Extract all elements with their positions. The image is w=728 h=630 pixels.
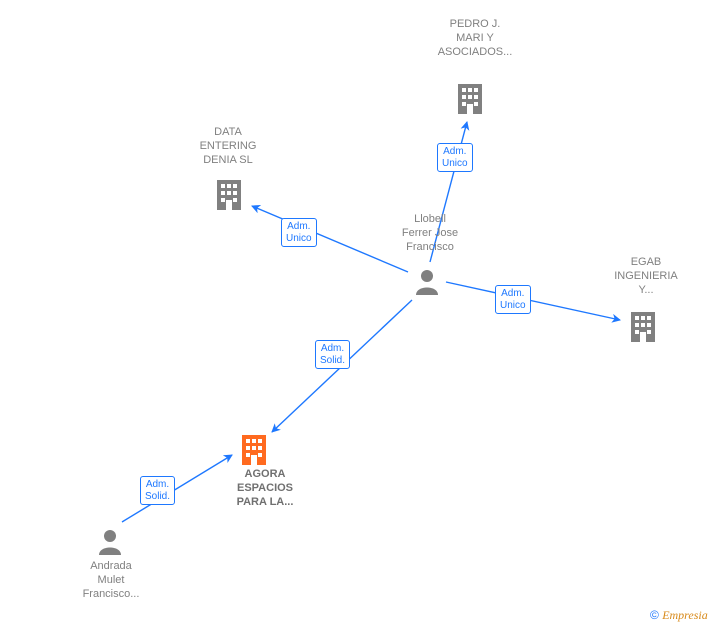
edge-label-llobell-to-pedro: Adm. Unico xyxy=(437,143,473,172)
node-label-egab[interactable]: EGAB INGENIERIA Y... xyxy=(603,256,689,297)
copyright-symbol: © xyxy=(650,608,659,622)
person-icon-andrada[interactable] xyxy=(98,529,122,555)
building-icon-agora[interactable] xyxy=(240,433,268,465)
watermark: © Empresia xyxy=(650,608,708,623)
edge-label-llobell-to-egab: Adm. Unico xyxy=(495,285,531,314)
brand-name: Empresia xyxy=(662,608,708,622)
node-label-pedro[interactable]: PEDRO J. MARI Y ASOCIADOS... xyxy=(430,18,520,59)
edge-llobell-to-egab xyxy=(446,282,620,320)
building-icon-data_entering[interactable] xyxy=(215,178,243,210)
node-label-data_entering[interactable]: DATA ENTERING DENIA SL xyxy=(183,126,273,167)
edge-label-llobell-to-agora: Adm. Solid. xyxy=(315,340,350,369)
node-label-llobell[interactable]: Llobell Ferrer Jose Francisco xyxy=(390,213,470,254)
node-label-agora[interactable]: AGORA ESPACIOS PARA LA... xyxy=(228,468,302,509)
node-label-andrada[interactable]: Andrada Mulet Francisco... xyxy=(74,560,148,601)
edge-label-andrada-to-agora: Adm. Solid. xyxy=(140,476,175,505)
building-icon-egab[interactable] xyxy=(629,310,657,342)
edge-andrada-to-agora xyxy=(122,455,232,522)
edge-llobell-to-data_entering xyxy=(252,206,408,272)
building-icon-pedro[interactable] xyxy=(456,82,484,114)
edge-label-llobell-to-data_entering: Adm. Unico xyxy=(281,218,317,247)
person-icon-llobell[interactable] xyxy=(415,269,439,295)
